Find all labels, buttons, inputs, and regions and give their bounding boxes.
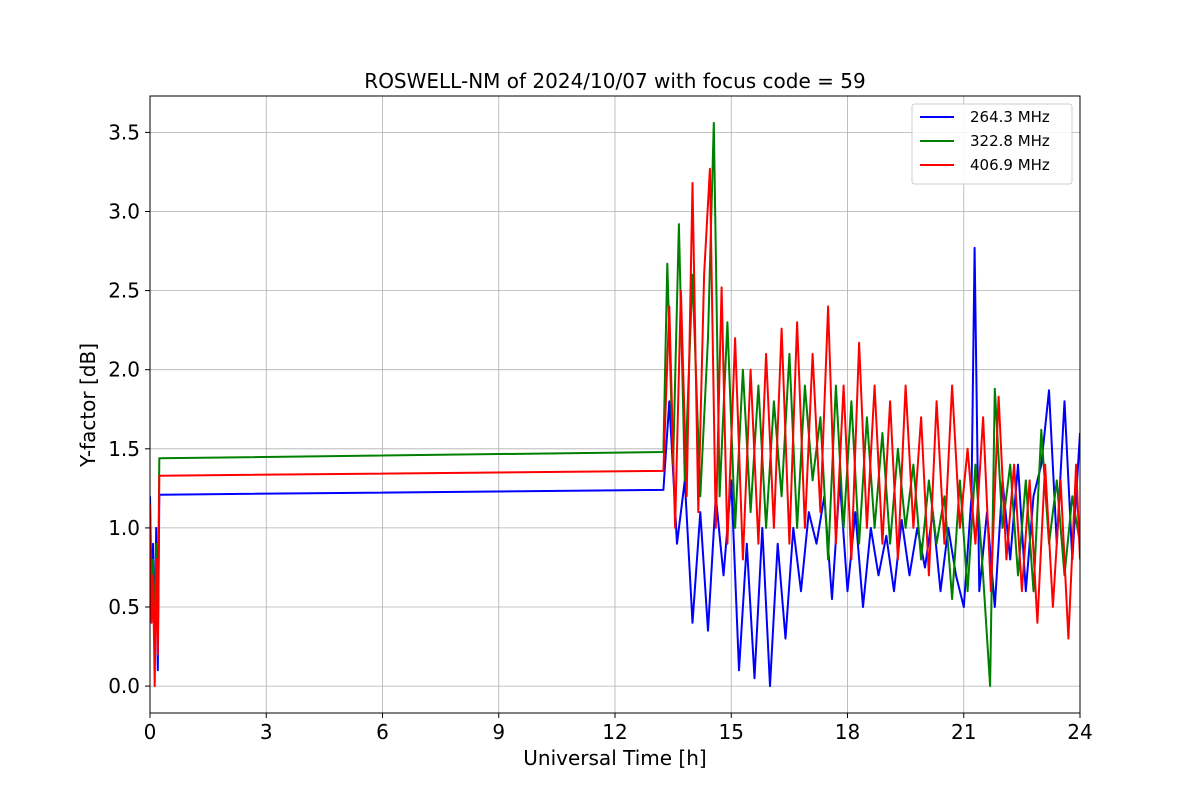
x-tick-label: 9: [492, 720, 505, 744]
y-tick-label: 3.5: [108, 120, 140, 144]
x-tick-label: 6: [376, 720, 389, 744]
series-line-0: [150, 246, 1080, 688]
y-tick-label: 0.0: [108, 674, 140, 698]
y-tick-label: 1.0: [108, 516, 140, 540]
series-layer: [150, 121, 1080, 688]
y-tick-label: 2.5: [108, 279, 140, 303]
y-tick-label: 2.0: [108, 358, 140, 382]
x-tick-label: 24: [1067, 720, 1092, 744]
x-tick-label: 12: [602, 720, 627, 744]
x-tick-label: 15: [719, 720, 744, 744]
legend: 264.3 MHz 322.8 MHz 406.9 MHz: [911, 103, 1073, 185]
chart-title: ROSWELL-NM of 2024/10/07 with focus code…: [364, 69, 865, 93]
x-tick-label: 18: [835, 720, 860, 744]
legend-label: 264.3 MHz: [970, 108, 1050, 126]
x-tick-label: 0: [144, 720, 157, 744]
x-axis-label: Universal Time [h]: [523, 746, 706, 770]
y-tick-label: 3.0: [108, 199, 140, 223]
x-tick-label: 21: [951, 720, 976, 744]
axes: 0 3 6 9 12 15 18 21 24 0.0 0.5 1.0 1.5 2.0 2.5 3.0 3.5: [108, 120, 1093, 744]
legend-label: 322.8 MHz: [970, 132, 1050, 150]
legend-label: 406.9 MHz: [970, 156, 1050, 174]
y-tick-label: 0.5: [108, 595, 140, 619]
series-line-2: [150, 167, 1080, 688]
y-axis-label: Y-factor [dB]: [76, 343, 100, 468]
y-tick-label: 1.5: [108, 437, 140, 461]
x-tick-label: 3: [260, 720, 273, 744]
